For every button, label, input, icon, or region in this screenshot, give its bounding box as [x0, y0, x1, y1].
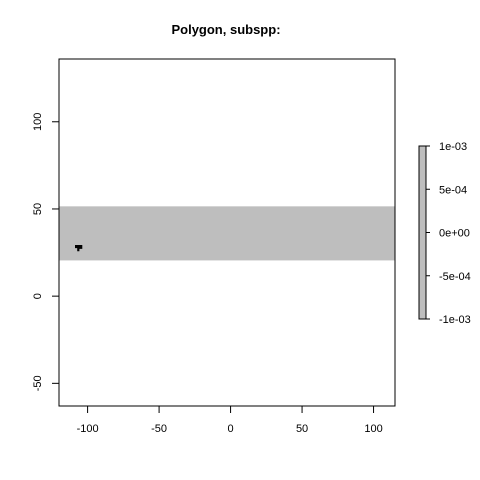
x-tick-label: -50	[151, 423, 167, 435]
y-tick-label: 0	[32, 293, 44, 299]
legend-tick-label: 1e-03	[439, 141, 467, 153]
legend-tick-label: 5e-04	[439, 184, 467, 196]
y-tick-label: 100	[32, 113, 44, 131]
x-tick-label: -100	[77, 423, 99, 435]
y-axis: -50 0 50 100	[32, 113, 60, 391]
legend-tick-label: 0e+00	[439, 228, 470, 240]
x-tick-label: 50	[296, 423, 308, 435]
x-axis: -100 -50 0 50 100	[77, 405, 383, 435]
legend-colorbar	[418, 145, 427, 320]
x-tick-label: 0	[228, 423, 234, 435]
plot-area	[58, 58, 396, 407]
legend-tick-label: -1e-03	[439, 314, 471, 326]
legend: 1e-03 5e-04 0e+00 -5e-04 -1e-03	[418, 141, 471, 326]
chart-title: Polygon, subspp:	[171, 22, 281, 37]
raster-band	[59, 206, 395, 261]
x-tick-label: 100	[364, 423, 382, 435]
legend-tick-label: -5e-04	[439, 271, 471, 283]
y-tick-label: 50	[32, 203, 44, 215]
subspp-polygon	[75, 244, 83, 252]
y-tick-label: -50	[32, 375, 44, 391]
